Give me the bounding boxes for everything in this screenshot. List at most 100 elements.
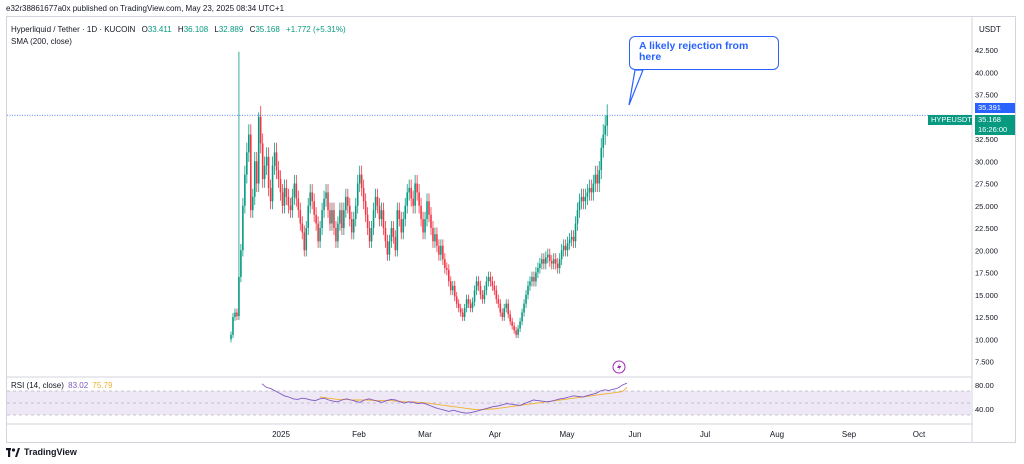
candle-body xyxy=(339,210,341,224)
candle-body xyxy=(263,165,266,180)
candle-body xyxy=(588,187,591,193)
legend-row: Hyperliquid / Tether · 1D · KUCOIN O33.4… xyxy=(11,25,346,34)
candle-body xyxy=(285,187,288,197)
candle-body xyxy=(545,257,547,264)
price-axis-label: 22.500 xyxy=(975,224,998,233)
candle-body xyxy=(434,234,436,242)
legend-close: 35.168 xyxy=(255,25,280,34)
candle-body xyxy=(234,312,236,317)
candle-body xyxy=(483,290,486,300)
candle-body xyxy=(564,245,567,251)
legend-open-label: O xyxy=(141,25,148,34)
time-axis-label: Apr xyxy=(489,430,502,439)
candle-body xyxy=(438,245,440,255)
candle-body xyxy=(345,196,347,211)
candle-body xyxy=(548,254,551,261)
candle-body xyxy=(606,115,608,126)
candle-body xyxy=(552,259,555,264)
candle-body xyxy=(337,223,339,242)
candle-body xyxy=(527,285,529,295)
candle-body xyxy=(380,210,383,220)
time-axis-label: Aug xyxy=(770,430,784,439)
candle-body xyxy=(541,259,543,264)
candle-body xyxy=(378,205,381,220)
countdown-tag: 16:26:00 xyxy=(975,125,1015,135)
candle-body xyxy=(444,259,446,269)
tradingview-footer[interactable]: TradingView xyxy=(6,447,77,457)
candle-body xyxy=(467,299,470,304)
candle-body xyxy=(475,281,478,291)
price-chart-canvas[interactable]: 42.50040.00037.50035.00032.50030.00027.5… xyxy=(7,17,1015,442)
candle-body xyxy=(596,174,599,184)
candle-body xyxy=(406,192,409,206)
price-axis-label: 37.500 xyxy=(975,91,998,100)
candle-body xyxy=(384,228,387,242)
candle-body xyxy=(251,196,254,211)
candle-body xyxy=(275,152,278,171)
candle-body xyxy=(350,219,353,233)
legend-symbol[interactable]: Hyperliquid / Tether · 1D · KUCOIN xyxy=(11,25,136,34)
candle-body xyxy=(400,219,403,233)
price-axis-label: 30.000 xyxy=(975,157,998,166)
candle-body xyxy=(392,228,395,237)
candle-body xyxy=(271,165,274,202)
candle-body xyxy=(432,228,434,242)
candle-body xyxy=(446,268,448,270)
rejection-callout[interactable]: A likely rejection from here xyxy=(629,36,779,70)
rsi-value: 83.02 xyxy=(68,381,89,390)
candle-body xyxy=(311,192,313,202)
candle-body xyxy=(386,241,389,255)
candle-body xyxy=(535,272,537,282)
callout-line-2: here xyxy=(639,51,662,63)
candle-body xyxy=(453,285,456,297)
candle-body xyxy=(523,303,525,313)
candle-body xyxy=(364,201,367,215)
candle-body xyxy=(331,210,333,224)
candle-body xyxy=(408,187,410,193)
candle-body xyxy=(412,198,414,206)
candle-body xyxy=(289,205,292,211)
legend-change: +1.772 (+5.31%) xyxy=(286,25,346,34)
time-axis-label: Oct xyxy=(913,430,926,439)
candle-body xyxy=(426,201,428,220)
candle-body xyxy=(299,210,302,224)
candle-body xyxy=(372,210,375,228)
candle-body xyxy=(261,143,264,180)
candle-body xyxy=(301,223,304,233)
candle-body xyxy=(281,192,284,206)
currency-label[interactable]: USDT xyxy=(979,25,1001,34)
candle-body xyxy=(582,196,585,202)
candle-body xyxy=(370,228,373,242)
candle-body xyxy=(505,303,508,309)
price-axis-label: 10.000 xyxy=(975,335,998,344)
candle-body xyxy=(469,303,472,309)
candle-body xyxy=(590,187,593,193)
candle-body xyxy=(503,308,506,317)
candle-body xyxy=(495,290,498,300)
sma-legend[interactable]: SMA (200, close) xyxy=(11,37,72,46)
candle-body xyxy=(305,228,308,251)
candle-body xyxy=(558,259,561,269)
candle-body xyxy=(259,116,262,144)
candle-body xyxy=(568,239,571,244)
candle-body xyxy=(390,228,393,242)
candle-body xyxy=(485,281,488,291)
candle-body xyxy=(566,243,569,251)
candle-body xyxy=(584,196,587,202)
candle-body xyxy=(382,210,385,228)
price-axis-label: 32.500 xyxy=(975,135,998,144)
candle-body xyxy=(347,196,349,206)
legend-low-label: L xyxy=(214,25,219,34)
candle-body xyxy=(543,259,545,264)
legend-high-label: H xyxy=(177,25,184,34)
rsi-legend[interactable]: RSI (14, close) 83.02 75.79 xyxy=(11,381,112,390)
price-axis-label: 42.500 xyxy=(975,46,998,55)
candle-body xyxy=(586,192,589,197)
chart-panel[interactable]: 42.50040.00037.50035.00032.50030.00027.5… xyxy=(6,16,1016,443)
candle-body xyxy=(404,205,407,220)
candle-body xyxy=(396,210,399,251)
candle-body xyxy=(358,174,361,184)
callout-pointer xyxy=(628,69,644,106)
candle-body xyxy=(232,317,234,335)
candle-body xyxy=(457,303,460,309)
